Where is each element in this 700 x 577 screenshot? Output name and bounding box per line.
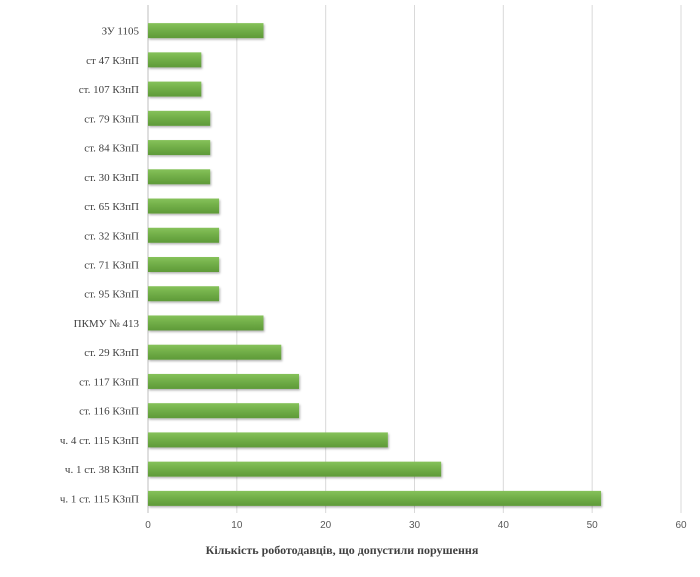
x-tick-label: 60 [675,520,687,531]
bar [148,344,282,360]
bar [148,198,220,214]
bar [148,169,211,185]
bar [148,461,442,477]
bar [148,110,211,126]
category-label: ст. 65 КЗпП [84,201,139,213]
bar [148,403,300,419]
category-label: ст. 29 КЗпП [84,347,139,359]
x-axis-title: Кількість роботодавців, що допустили пор… [206,543,479,557]
x-tick-label: 40 [498,520,510,531]
bar [148,257,220,272]
category-label: ст. 116 КЗпП [79,406,139,418]
bar [148,373,300,389]
category-label: ЗУ 1105 [102,26,140,38]
category-label: ч. 1 ст. 38 КЗпП [65,464,139,476]
category-label: ст. 95 КЗпП [84,289,139,301]
x-tick-label: 20 [320,520,332,531]
bar [148,140,211,156]
bar [148,286,220,302]
category-label: ст. 32 КЗпП [84,230,139,242]
bar [148,432,388,448]
x-tick-label: 0 [145,520,151,531]
x-tick-label: 50 [587,520,599,531]
x-tick-label: 30 [409,520,421,531]
bar [148,490,602,506]
category-label: ч. 1 ст. 115 КЗпП [60,493,139,505]
x-tick-label: 10 [231,520,243,531]
bar [148,52,202,68]
category-label: ст. 107 КЗпП [79,84,139,96]
category-label: ст. 84 КЗпП [84,143,139,155]
bar [148,227,220,243]
category-label: ПКМУ № 413 [74,318,140,330]
bar [148,23,264,39]
category-label: ст 47 КЗпП [86,55,139,67]
category-label: ст. 30 КЗпП [84,172,139,184]
bar [148,315,264,331]
bar [148,81,202,97]
category-label: ст. 117 КЗпП [79,376,139,388]
category-label: ст. 79 КЗпП [84,113,139,125]
category-label: ч. 4 ст. 115 КЗпП [60,435,139,447]
category-label: ст. 71 КЗпП [84,260,139,272]
